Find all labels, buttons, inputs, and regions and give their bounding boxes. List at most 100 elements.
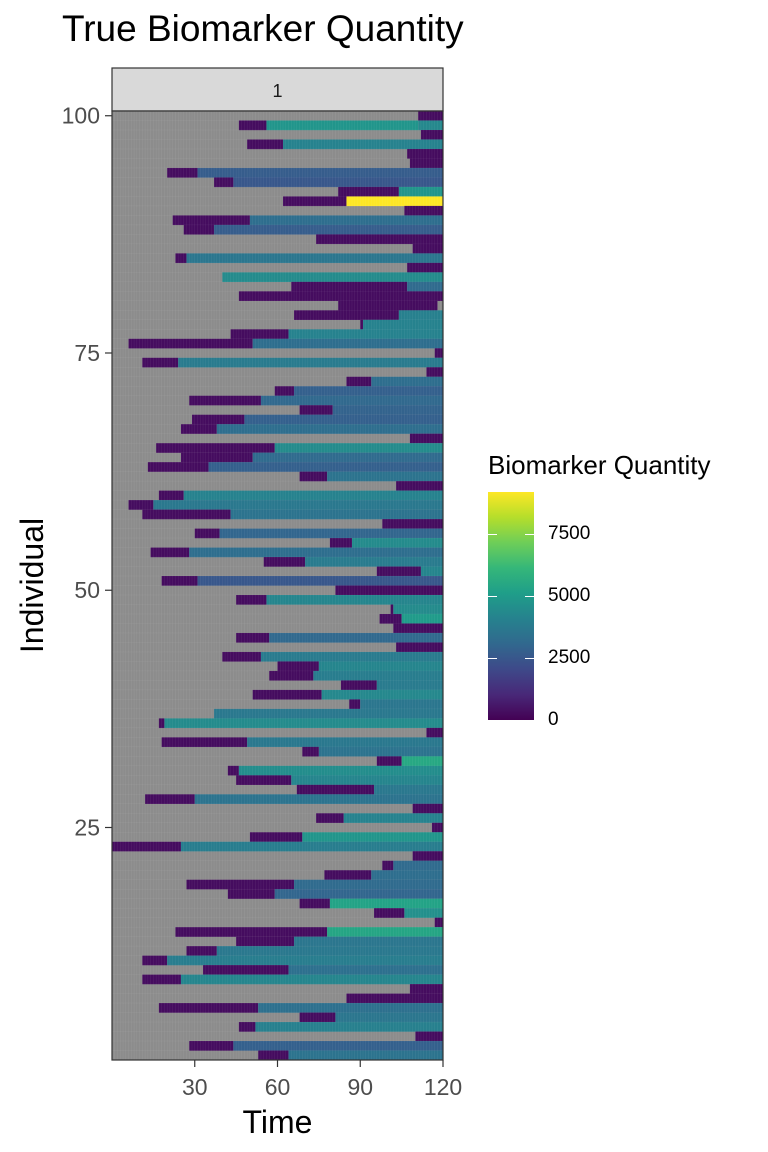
heatmap-cell [158,490,184,501]
heatmap-cell [371,870,443,880]
heatmap-cell [142,357,179,368]
heatmap-cell [175,927,328,937]
heatmap-cell [299,405,333,415]
y-tick-label: 75 [74,340,100,366]
heatmap-cell [409,158,443,169]
heatmap-cell [294,936,443,947]
heatmap-cell [296,784,375,795]
heatmap-cell [376,680,443,691]
heatmap-cell [269,632,443,643]
legend-tick-mark [525,657,534,659]
heatmap-cell [371,376,443,387]
heatmap-cell [324,870,372,880]
heatmap-cell [277,661,319,672]
heatmap-cell [349,699,361,710]
legend-tick-label: 5000 [548,585,591,607]
heatmap-cell [412,851,443,861]
heatmap-cell [404,205,443,216]
heatmap-cell [376,566,421,577]
heatmap-cell [415,1031,443,1042]
legend-tick-mark [525,595,534,597]
heatmap-cell [332,405,443,415]
heatmap-cell [161,576,198,586]
heatmap-cell [255,1022,443,1032]
heatmap-cell [431,822,443,833]
heatmap-cell [404,908,443,918]
heatmap-cell [426,727,443,738]
heatmap-cell [409,433,443,444]
heatmap-cell [222,272,443,283]
heatmap-cell [208,462,443,472]
heatmap-cell [396,642,443,653]
heatmap-cell [327,927,443,937]
heatmap-cell [189,395,261,406]
heatmap-cell [214,177,234,188]
heatmap-cell [147,462,209,472]
heatmap-cell [178,357,443,368]
legend-title: Biomarker Quantity [488,450,711,480]
heatmap-cell [186,253,443,264]
heatmap-cell [142,955,168,966]
heatmap-cell [142,974,181,985]
heatmap-cell [401,613,443,624]
heatmap-cell [340,680,377,691]
heatmap-cell [374,908,405,918]
heatmap-cell [412,803,443,814]
heatmap-cell [418,120,443,131]
heatmap-cell [189,1041,234,1051]
heatmap-cell [183,490,443,501]
facet-strip: 1 [111,67,444,112]
heatmap-cell [233,177,443,188]
heatmap-cell [393,860,443,871]
heatmap-cell [238,291,443,301]
heatmap-cell [398,186,443,197]
heatmap-cell [145,794,195,804]
heatmap-cell [274,443,443,453]
heatmap-cell [203,965,289,975]
heatmap-cell [338,300,438,311]
legend-tick-mark [488,719,497,721]
heatmap-cell [180,974,444,985]
heatmap-cell [238,120,267,131]
heatmap-cell [299,898,330,909]
heatmap-cell [142,509,231,520]
heatmap-cell [249,832,303,842]
heatmap-cell [335,585,443,596]
heatmap-cell [363,319,443,330]
heatmap-cell [401,756,443,767]
heatmap-cell [260,651,443,662]
heatmap-cell [335,1012,443,1023]
heatmap-cell [180,841,444,852]
heatmap-cell [194,794,443,804]
heatmap-cell [407,148,443,159]
heatmap-cell [329,898,443,909]
heatmap-cell [351,538,443,548]
heatmap-cell [194,528,220,539]
heatmap-cell [305,557,443,567]
legend-tick-mark [488,657,497,659]
heatmap-cell [294,879,443,890]
heatmap-cell [112,841,181,852]
heatmap-cell [238,765,443,776]
heatmap-cell [313,670,443,681]
heatmap-cell [376,756,402,767]
heatmap-cell [393,604,443,615]
heatmap-cell [252,689,322,700]
heatmap-cell [227,889,275,899]
heatmap-cell [222,651,261,662]
gridlines [112,111,443,1060]
x-tick-label: 120 [424,1074,462,1100]
heatmap-cell [299,471,328,482]
heatmap-cell [183,224,215,235]
heatmap-cell [216,946,443,956]
heatmap-cell [343,813,443,823]
heatmap-cell [236,594,267,605]
heatmap-cell [180,452,253,463]
heatmap-cell [274,889,443,899]
heatmap-cell [230,329,289,339]
facet-strip-background [111,67,444,112]
heatmap-cell [247,139,284,150]
heatmap-cell [291,775,443,785]
legend-tick-mark [525,719,534,721]
